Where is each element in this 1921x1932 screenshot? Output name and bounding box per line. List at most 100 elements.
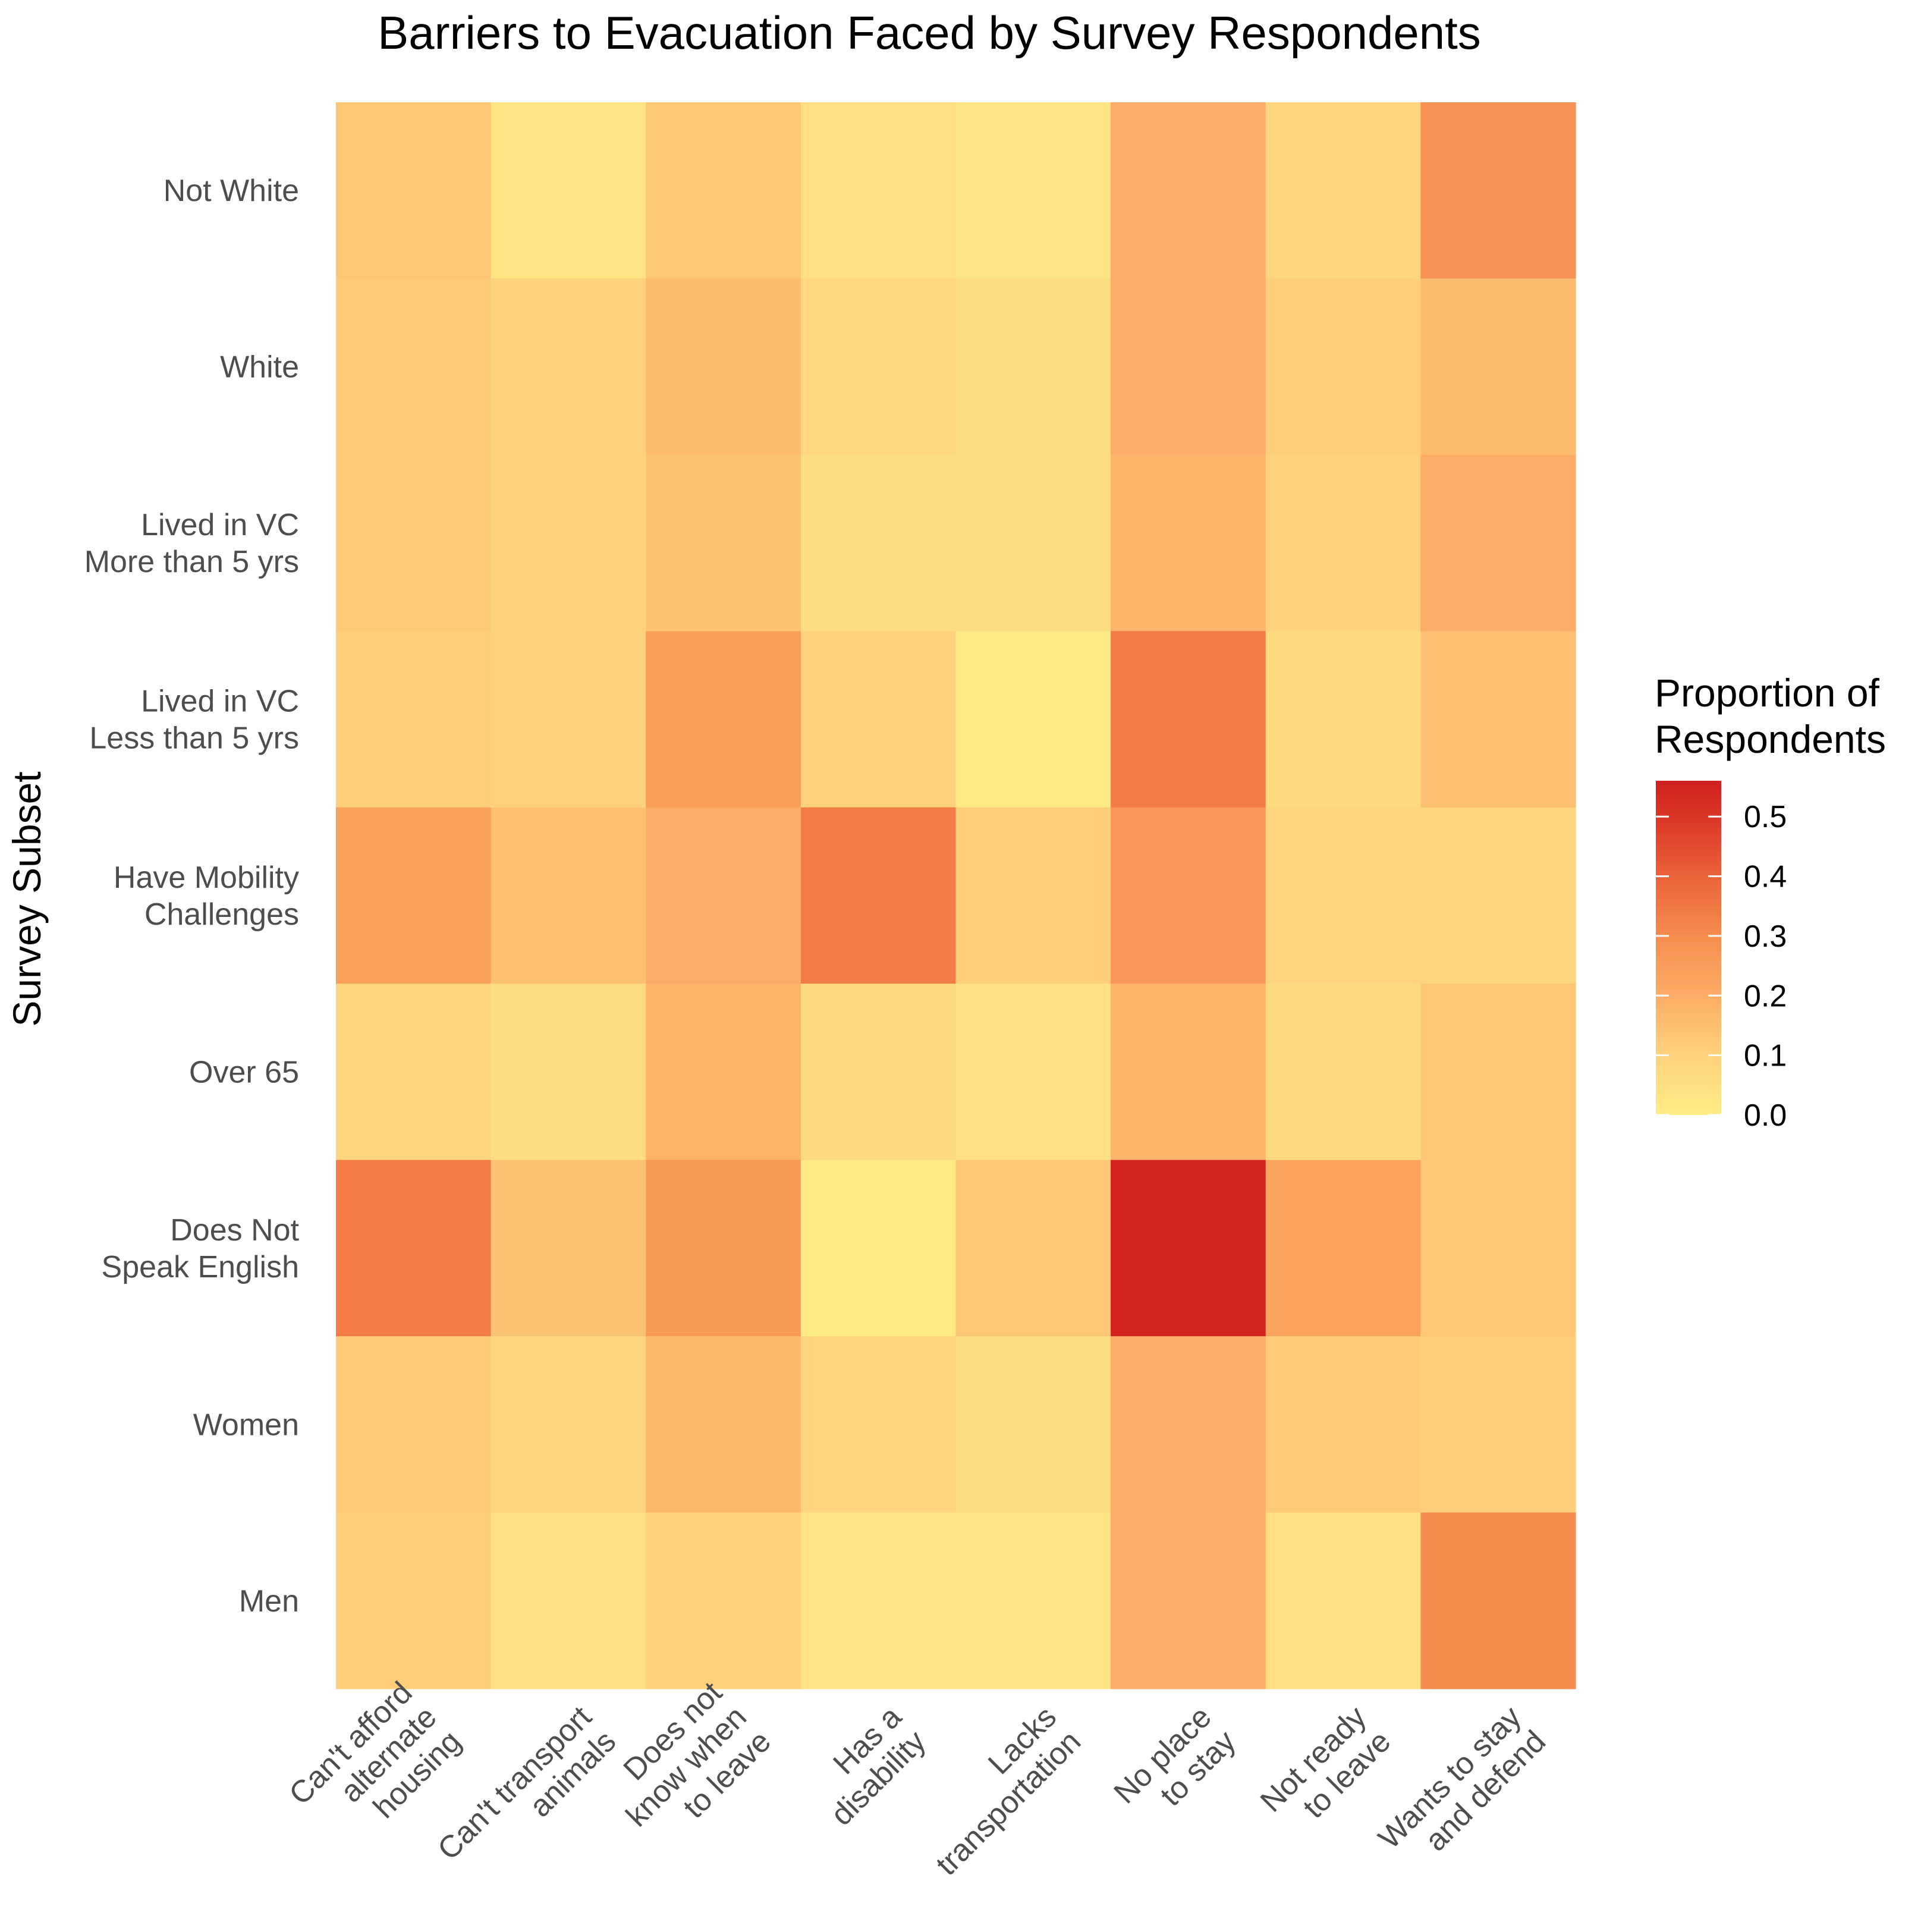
heatmap-cell: [646, 984, 801, 1161]
heatmap-cell: [646, 1160, 801, 1337]
column-label: No placeto stay: [1108, 1699, 1243, 1834]
heatmap-cell: [1265, 631, 1421, 808]
column-label: Does notknow whento leave: [595, 1675, 778, 1858]
heatmap-cell: [1111, 1160, 1266, 1337]
heatmap-cell: [1420, 278, 1576, 455]
legend-colorbar: [1656, 781, 1721, 1115]
heatmap-cell: [1111, 631, 1266, 808]
heatmap-cell: [800, 984, 957, 1161]
heatmap-cell: [1265, 102, 1421, 279]
column-label: Can't affordalternatehousing: [282, 1675, 467, 1860]
heatmap-cell: [646, 278, 801, 455]
heatmap-cells: [336, 102, 1576, 1689]
heatmap-cell: [336, 102, 492, 279]
heatmap-cell: [1265, 454, 1421, 632]
heatmap-cell: [646, 1336, 801, 1513]
heatmap-cell: [646, 102, 801, 279]
heatmap-cell: [491, 984, 646, 1161]
heatmap-cell: [955, 278, 1111, 455]
heatmap-cell: [491, 454, 646, 632]
column-label: Wants to stayand defend: [1372, 1699, 1552, 1880]
row-label-line: Lived in VC: [141, 508, 299, 542]
heatmap-cell: [491, 102, 646, 279]
column-label: Lackstransportation: [905, 1699, 1087, 1882]
heatmap-cell: [955, 102, 1111, 279]
row-label-line: Over 65: [189, 1055, 299, 1089]
heatmap-cell: [646, 631, 801, 808]
heatmap-cell: [1420, 102, 1576, 279]
heatmap-cell: [336, 631, 492, 808]
heatmap-cell: [491, 631, 646, 808]
heatmap-cell: [1265, 984, 1421, 1161]
heatmap-cell: [800, 1160, 957, 1337]
legend-title-line: Respondents: [1655, 717, 1886, 761]
heatmap-cell: [491, 807, 646, 984]
row-label: Women: [193, 1408, 299, 1442]
heatmap-cell: [1265, 1336, 1421, 1513]
heatmap-cell: [955, 454, 1111, 632]
heatmap-cell: [1265, 1160, 1421, 1337]
row-label-line: Does Not: [170, 1213, 299, 1248]
row-label: Not White: [164, 174, 299, 208]
heatmap-cell: [955, 1160, 1111, 1337]
heatmap-cell: [1111, 807, 1266, 984]
heatmap-cell: [800, 278, 957, 455]
heatmap-cell: [336, 1160, 492, 1337]
legend-title-line: Proportion of: [1655, 671, 1880, 715]
column-label: Can't transportanimals: [431, 1699, 622, 1891]
heatmap-cell: [491, 278, 646, 455]
row-label: White: [220, 350, 299, 385]
heatmap-cell: [646, 1512, 801, 1689]
heatmap-cell: [955, 807, 1111, 984]
heatmap-cell: [800, 102, 957, 279]
heatmap-cell: [1111, 1512, 1266, 1689]
row-label-line: Speak English: [102, 1250, 299, 1284]
y-axis-title: Survey Subset: [5, 771, 49, 1026]
row-label-line: Men: [239, 1584, 299, 1619]
heatmap-cell: [1265, 1512, 1421, 1689]
legend-tick-label: 0.0: [1744, 1098, 1787, 1133]
heatmap-cell: [1420, 1160, 1576, 1337]
heatmap-cell: [1265, 807, 1421, 984]
heatmap-cell: [1420, 984, 1576, 1161]
heatmap-cell: [1420, 807, 1576, 984]
heatmap-cell: [491, 1160, 646, 1337]
heatmap-cell: [1111, 984, 1266, 1161]
heatmap-cell: [955, 631, 1111, 808]
heatmap-cell: [1420, 1336, 1576, 1513]
row-label: Does Not Speak English: [102, 1213, 300, 1284]
heatmap-cell: [336, 1336, 492, 1513]
legend-tick-label: 0.3: [1744, 919, 1787, 954]
heatmap-cell: [336, 984, 492, 1161]
legend-tick-label: 0.4: [1744, 860, 1787, 894]
heatmap-cell: [491, 1512, 646, 1689]
heatmap-cell: [800, 807, 957, 984]
heatmap-cell: [1111, 1336, 1266, 1513]
heatmap-cell: [336, 454, 492, 632]
heatmap-cell: [955, 1336, 1111, 1513]
row-label-line: Lived in VC: [141, 684, 299, 719]
column-label: Not readyto leave: [1254, 1699, 1397, 1843]
row-label-line: Have Mobility: [114, 860, 299, 895]
heatmap-cell: [1420, 454, 1576, 632]
row-label-line: White: [220, 350, 299, 385]
heatmap-cell: [336, 278, 492, 455]
color-legend: Proportion of Respondents 0.0 0.1 0.2 0.3 0.4 0…: [1655, 671, 1886, 1133]
heatmap-cell: [491, 1336, 646, 1513]
legend-title: Proportion of Respondents: [1655, 671, 1886, 761]
heatmap-cell: [955, 984, 1111, 1161]
row-label: Have Mobility Challenges: [114, 860, 299, 932]
row-label: Lived in VC More than 5 yrs: [84, 508, 299, 579]
heatmap-cell: [800, 1512, 957, 1689]
row-label-line: Challenges: [144, 897, 299, 932]
row-label: Lived in VC Less than 5 yrs: [89, 684, 299, 756]
heatmap-cell: [1265, 278, 1421, 455]
row-label: Over 65: [189, 1055, 299, 1089]
row-label-line: More than 5 yrs: [84, 545, 299, 579]
column-label: Has adisability: [800, 1699, 933, 1832]
chart-title: Barriers to Evacuation Faced by Survey R…: [378, 7, 1481, 59]
heatmap-cell: [646, 454, 801, 632]
